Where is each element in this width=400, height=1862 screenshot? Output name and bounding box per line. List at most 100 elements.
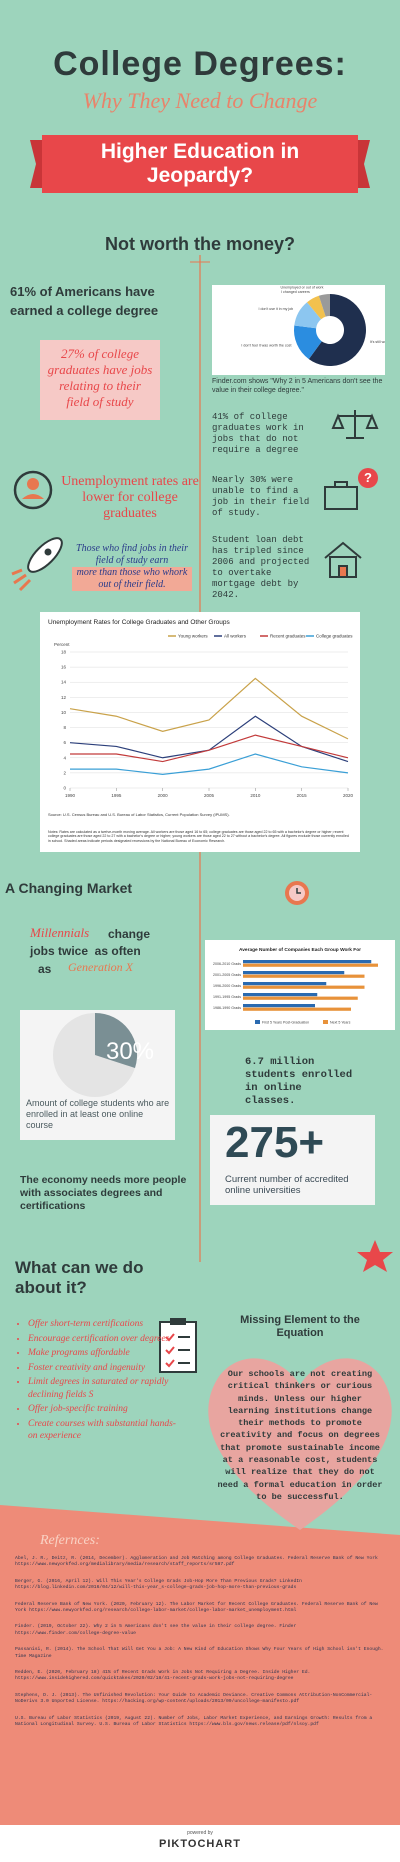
reference: U.S. Bureau of Labor Statistics (2019, A…: [15, 1715, 373, 1728]
series-line: [70, 734, 349, 763]
subtitle: Why They Need to Change: [82, 88, 318, 113]
millennials: Millennials: [30, 925, 90, 940]
house-icon: [324, 541, 362, 578]
pie-label: I don't use it in my job: [259, 307, 294, 311]
missing-heading: Missing Element to the Equation: [240, 1314, 360, 1339]
as: as: [38, 962, 52, 976]
legend-label: Recent graduates: [270, 634, 306, 639]
category-label: 1986-1990 Grads: [213, 1006, 241, 1010]
online-caption: Amount of college students who are enrol…: [26, 1098, 170, 1130]
x-tick-label: 2015: [297, 793, 308, 798]
category-label: 1991-1995 Grads: [213, 995, 241, 999]
fact: 41% of college graduates work in jobs th…: [212, 412, 304, 455]
reference: Redden, E. (2020, February 18) 41% of Re…: [15, 1670, 311, 1682]
legend-label: College graduates: [316, 634, 353, 639]
y-tick-label: 16: [61, 665, 67, 670]
pie-label: I changed careers: [281, 290, 310, 294]
chart-source: Source: U.S. Census Bureau and U.S. Bure…: [48, 812, 230, 817]
footer-bg: [0, 1825, 400, 1862]
references-list: Abel, J. R., Deitz, R. (2014, December).…: [15, 1556, 385, 1739]
pie-label: It's still worth the money: [370, 340, 385, 344]
reference: Abel, J. R., Deitz, R. (2014, December).…: [15, 1556, 378, 1568]
universities-count: 275+: [225, 1118, 325, 1167]
reference: Federal Reserve Bank of New York. (2020,…: [15, 1601, 378, 1614]
pie-chart: It's still worth the money I don't feel i…: [212, 285, 385, 375]
y-tick-label: 18: [61, 650, 67, 655]
pink-box-text: 27% of college graduates have jobs relat…: [47, 346, 153, 409]
stat: 61% of Americans have earned a college d…: [10, 284, 159, 318]
y-tick-label: 2: [63, 770, 66, 775]
chart-notes: Notes: Rates are calculated as a twelve-…: [48, 830, 349, 843]
bullet: Encourage certification over degrees: [28, 1333, 178, 1346]
legend-swatch: [255, 1020, 260, 1024]
bar: [243, 974, 365, 978]
x-tick-label: 1995: [111, 793, 122, 798]
chart-title: Average Number of Companies Each Group W…: [239, 947, 361, 953]
fact: Nearly 30% were unable to find a job in …: [212, 475, 310, 518]
y-tick-label: 0: [63, 786, 66, 791]
y-tick-label: 12: [61, 695, 67, 700]
legend-label: Next 5 Years: [330, 1021, 351, 1025]
bullet: Limit degrees in saturated or rapidly de…: [28, 1376, 178, 1401]
enrolled: 6.7 million students enrolled in online …: [245, 1056, 353, 1107]
bar: [243, 982, 327, 986]
change: change: [108, 927, 151, 941]
y-tick-label: 4: [63, 755, 66, 760]
earnings-lead: Those who find jobs in their field of st…: [76, 543, 188, 566]
y-tick-label: 10: [61, 710, 67, 715]
briefcase-icon: ?: [324, 468, 378, 510]
pie-slice: [294, 325, 322, 360]
series-line: [70, 753, 349, 776]
genx: Generation X: [68, 960, 133, 974]
bar: [243, 960, 372, 964]
y-axis-label: Percent: [54, 642, 70, 647]
scale-icon: [331, 410, 379, 439]
banner-tail: [30, 140, 42, 188]
x-tick-label: 1990: [65, 793, 76, 798]
bar: [243, 996, 358, 1000]
universities-box: [210, 1115, 375, 1205]
online-slice: [95, 1012, 138, 1068]
rocket-icon: [11, 537, 63, 592]
pie-label: I don't feel it was worth the cost: [241, 344, 291, 348]
clipboard-icon: [159, 1318, 197, 1373]
y-tick-label: 14: [61, 680, 67, 685]
fact: Student loan debt has tripled since 2006…: [212, 535, 310, 600]
pie-slice: [318, 294, 330, 317]
brand: PIKTOCHART: [159, 1838, 241, 1850]
earnings-highlight: more than those who whork out of their f…: [72, 567, 192, 591]
bar: [243, 993, 318, 997]
category-label: 2006-2010 Grads: [213, 962, 241, 966]
pink-box: [40, 340, 160, 420]
bar: [243, 1004, 315, 1008]
legend-label: First 5 Years Post-Graduation: [262, 1021, 309, 1025]
bar: [243, 963, 378, 967]
jobs-twice: jobs twice as often: [30, 944, 141, 958]
person-icon: [13, 470, 53, 510]
heart: [208, 1358, 392, 1530]
series-line: [69, 677, 349, 740]
x-tick-label: 2020: [343, 793, 354, 798]
legend-label: Young workers: [178, 634, 208, 639]
chart-title: Unemployment Rates for College Graduates…: [48, 619, 230, 626]
bullet: Offer short-term certifications: [28, 1318, 178, 1331]
legend-label: All workers: [224, 634, 247, 639]
series-line: [69, 715, 349, 763]
bullet: Create courses with substantial hands-on…: [28, 1418, 178, 1443]
heading: Not worth the money?: [105, 234, 295, 254]
online-pct: 30%: [105, 1038, 155, 1065]
x-tick-label: 2000: [158, 793, 169, 798]
missing-text: Our schools are not creating critical th…: [217, 1369, 383, 1502]
economy: The economy needs more people with assoc…: [20, 1174, 187, 1212]
line-chart: Unemployment Rates for College Graduates…: [40, 612, 360, 852]
bar-chart: Average Number of Companies Each Group W…: [205, 940, 395, 1030]
y-tick-label: 8: [63, 725, 66, 730]
y-tick-label: 6: [63, 740, 66, 745]
x-tick-label: 2005: [204, 793, 215, 798]
caption: Finder.com shows "Why 2 in 5 Americans d…: [212, 378, 383, 394]
references-heading: Refernces:: [40, 1533, 100, 1548]
bullet-list: Offer short-term certifications Encourage…: [0, 1318, 178, 1445]
references-bg: [0, 1505, 400, 1825]
